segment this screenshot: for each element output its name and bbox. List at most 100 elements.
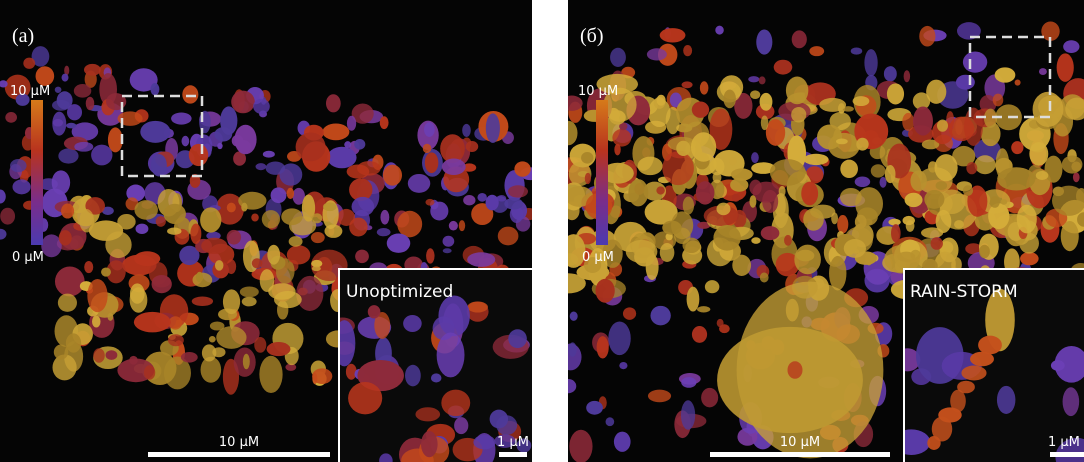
- blob: [267, 342, 291, 356]
- blob: [937, 119, 948, 131]
- colorbar-min: 0 µM: [12, 250, 44, 265]
- blob: [1051, 360, 1065, 371]
- blob: [751, 152, 759, 163]
- blob: [59, 230, 72, 245]
- blob: [851, 48, 862, 55]
- blob: [936, 181, 947, 190]
- blob: [837, 215, 848, 234]
- blob: [326, 94, 341, 112]
- blob: [697, 306, 710, 312]
- blob: [240, 286, 259, 297]
- blob: [55, 267, 85, 297]
- blob: [844, 239, 866, 258]
- blob: [766, 119, 785, 146]
- blob: [243, 354, 250, 369]
- blob: [606, 417, 615, 426]
- blob: [817, 125, 842, 150]
- blob: [913, 106, 933, 135]
- blob: [856, 138, 868, 151]
- blob: [259, 356, 282, 393]
- blob: [106, 350, 118, 360]
- blob: [86, 97, 95, 111]
- blob: [355, 250, 369, 264]
- blob: [732, 194, 740, 202]
- blob: [150, 83, 159, 95]
- blob: [731, 168, 753, 180]
- blob: [761, 115, 769, 130]
- blob: [949, 117, 974, 142]
- blob: [705, 280, 719, 293]
- blob: [201, 238, 227, 254]
- blob: [656, 95, 665, 106]
- blob: [596, 279, 615, 303]
- blob: [231, 91, 255, 114]
- blob: [1015, 80, 1021, 86]
- blob: [415, 407, 440, 421]
- blob: [209, 336, 216, 342]
- blob: [692, 102, 709, 118]
- blob: [216, 326, 246, 349]
- blob: [140, 121, 170, 143]
- blob: [41, 234, 62, 257]
- blob: [61, 204, 74, 219]
- blob: [167, 228, 181, 235]
- blob: [990, 196, 1000, 207]
- blob: [935, 154, 958, 181]
- blob: [426, 248, 434, 263]
- blob: [715, 26, 723, 35]
- blob: [791, 107, 806, 123]
- blob: [713, 225, 740, 251]
- blob: [656, 186, 664, 194]
- blob: [74, 84, 92, 98]
- blob: [904, 70, 910, 82]
- blob: [979, 245, 990, 259]
- blob: [700, 81, 709, 94]
- blob: [84, 261, 93, 273]
- blob: [1036, 171, 1048, 180]
- blob: [864, 49, 877, 76]
- blob: [156, 216, 166, 227]
- blob: [93, 348, 105, 362]
- blob: [189, 144, 208, 166]
- blob: [377, 228, 391, 236]
- blob: [380, 210, 389, 225]
- blob: [774, 60, 793, 75]
- blob: [608, 322, 630, 356]
- blob: [612, 129, 631, 147]
- blob: [267, 245, 280, 265]
- blob: [496, 415, 517, 435]
- blob: [296, 132, 326, 161]
- blob: [560, 379, 576, 393]
- blob: [130, 283, 145, 303]
- blob: [906, 220, 915, 232]
- blob: [52, 100, 70, 111]
- blob: [1011, 141, 1023, 154]
- blob: [623, 307, 636, 319]
- figure: 10 µM 0 µM (a) Unoptimized 10 µM 1 µM 10…: [0, 0, 1084, 462]
- blob: [829, 256, 846, 291]
- blob: [352, 197, 375, 216]
- blob: [871, 164, 886, 177]
- blob: [569, 430, 592, 462]
- blob: [281, 208, 302, 225]
- blob: [182, 136, 190, 147]
- blob: [840, 160, 858, 178]
- blob: [749, 195, 756, 207]
- blob: [467, 301, 488, 312]
- blob: [919, 26, 935, 47]
- blob: [466, 141, 479, 152]
- scale-bar-label: 10 µM: [219, 435, 259, 450]
- blob: [190, 224, 201, 245]
- blob: [227, 230, 241, 245]
- blob: [647, 48, 667, 60]
- blob: [105, 231, 131, 258]
- blob: [504, 198, 523, 210]
- blob: [424, 122, 435, 137]
- blob: [55, 87, 62, 93]
- blob: [885, 165, 896, 183]
- blob: [792, 30, 807, 48]
- blob: [1063, 40, 1079, 53]
- blob: [196, 272, 203, 283]
- blob: [463, 195, 475, 205]
- blob: [614, 144, 620, 156]
